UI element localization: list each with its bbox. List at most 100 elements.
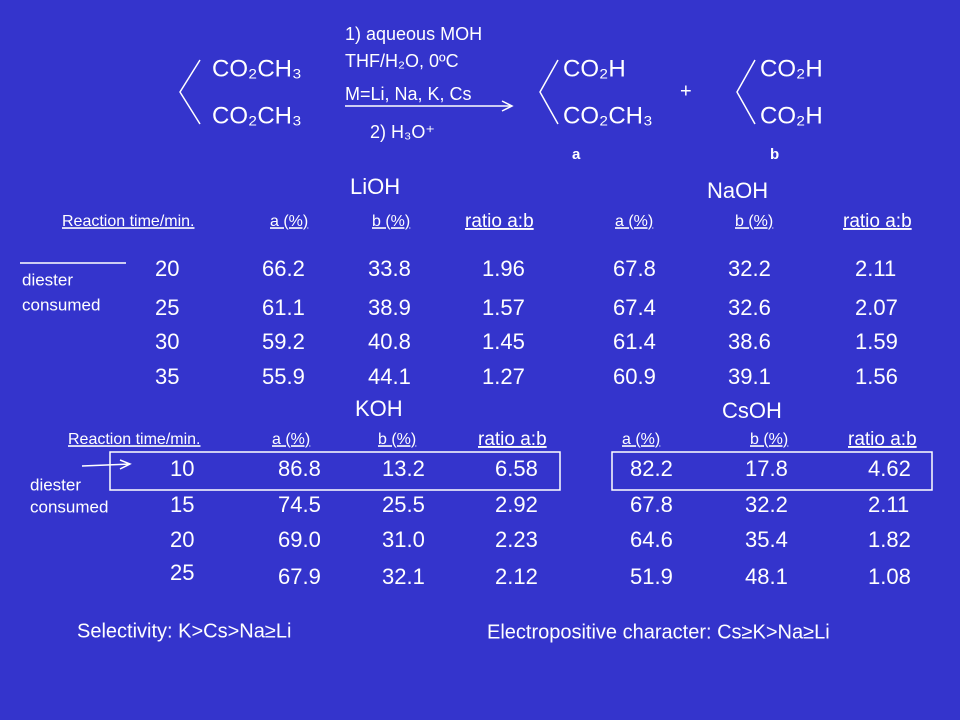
side-arrow [81,463,131,467]
table-cell: 51.9 [630,564,673,589]
plus: + [680,80,692,102]
table-cell: 13.2 [382,456,425,481]
table-cell: 32.2 [745,492,788,517]
compound-label: a [572,146,581,163]
side-label: consumed [22,295,100,314]
table-cell: 55.9 [262,364,305,389]
table-cell: 25 [155,295,179,320]
table-cell: 64.6 [630,527,673,552]
column-header: a (%) [272,431,310,448]
table-cell: 38.9 [368,295,411,320]
table-cell: 67.8 [613,256,656,281]
table-cell: 86.8 [278,456,321,481]
table-cell: 2.92 [495,492,538,517]
table-cell: 2.11 [855,256,896,281]
group: CO₂H [760,55,823,82]
table-cell: 66.2 [262,256,305,281]
group: CO₂CH₃ [563,102,653,129]
footer-note: Electropositive character: Cs≥K>Na≥Li [487,621,830,643]
reactant-bracket [179,59,201,125]
table-cell: 10 [170,456,194,481]
table-cell: 35.4 [745,527,788,552]
condition: 1) aqueous MOH [345,24,482,44]
condition: THF/H₂O, 0ºC [345,51,459,71]
table-cell: 2.12 [495,564,538,589]
table-cell: 40.8 [368,329,411,354]
table-cell: 61.4 [613,329,656,354]
arrow-head [119,459,132,470]
group: CO₂H [563,55,626,82]
condition: 2) H₃O⁺ [370,122,435,142]
table-cell: 25.5 [382,492,425,517]
group: CO₂CH₃ [212,55,302,82]
compound-label: b [770,146,779,163]
base-title: NaOH [707,178,768,203]
table-cell: 60.9 [613,364,656,389]
group: CO₂H [760,102,823,129]
table-cell: 1.59 [855,329,898,354]
group: CO₂CH₃ [212,102,302,129]
condition: M=Li, Na, K, Cs [345,84,472,104]
side-label: consumed [30,497,108,516]
table-cell: 67.4 [613,295,656,320]
table-cell: 6.58 [495,456,538,481]
table-cell: 61.1 [262,295,305,320]
table-cell: 74.5 [278,492,321,517]
table-cell: 67.8 [630,492,673,517]
table-cell: 1.56 [855,364,898,389]
column-header: a (%) [270,213,308,230]
column-header: a (%) [622,431,660,448]
column-header: ratio a:b [478,429,547,450]
column-header: ratio a:b [843,211,912,232]
column-header: a (%) [615,213,653,230]
table-cell: 33.8 [368,256,411,281]
table-cell: 44.1 [368,364,411,389]
column-header: ratio a:b [465,211,534,232]
table-cell: 35 [155,364,179,389]
side-label: diester [22,270,73,289]
table-cell: 32.1 [382,564,425,589]
column-header: Reaction time/min. [62,213,195,230]
table-cell: 2.11 [868,492,909,517]
table-cell: 39.1 [728,364,771,389]
table-cell: 20 [170,527,194,552]
table-cell: 25 [170,560,194,585]
footer-note: Selectivity: K>Cs>Na≥Li [77,620,291,642]
product-b-bracket [736,59,756,125]
table-cell: 1.27 [482,364,525,389]
base-title: CsOH [722,398,782,423]
base-title: KOH [355,396,403,421]
base-title: LiOH [350,174,400,199]
column-header: Reaction time/min. [68,431,201,448]
table-cell: 17.8 [745,456,788,481]
table-cell: 59.2 [262,329,305,354]
table-cell: 67.9 [278,564,321,589]
table-cell: 1.08 [868,564,911,589]
table-cell: 31.0 [382,527,425,552]
table-cell: 1.96 [482,256,525,281]
table-cell: 48.1 [745,564,788,589]
table-cell: 82.2 [630,456,673,481]
side-label: diester [30,475,81,494]
highlight-box [611,451,933,491]
table-cell: 1.82 [868,527,911,552]
table-cell: 15 [170,492,194,517]
table-cell: 30 [155,329,179,354]
table-cell: 38.6 [728,329,771,354]
highlight-box [109,451,561,491]
column-header: b (%) [378,431,416,448]
table-cell: 2.07 [855,295,898,320]
arrow-head [501,100,514,112]
column-header: b (%) [750,431,788,448]
table-cell: 1.45 [482,329,525,354]
table-cell: 20 [155,256,179,281]
product-a-bracket [539,59,559,125]
column-header: ratio a:b [848,429,917,450]
table-cell: 2.23 [495,527,538,552]
table-cell: 1.57 [482,295,525,320]
table-cell: 32.6 [728,295,771,320]
table-cell: 32.2 [728,256,771,281]
table-cell: 4.62 [868,456,911,481]
table-cell: 69.0 [278,527,321,552]
